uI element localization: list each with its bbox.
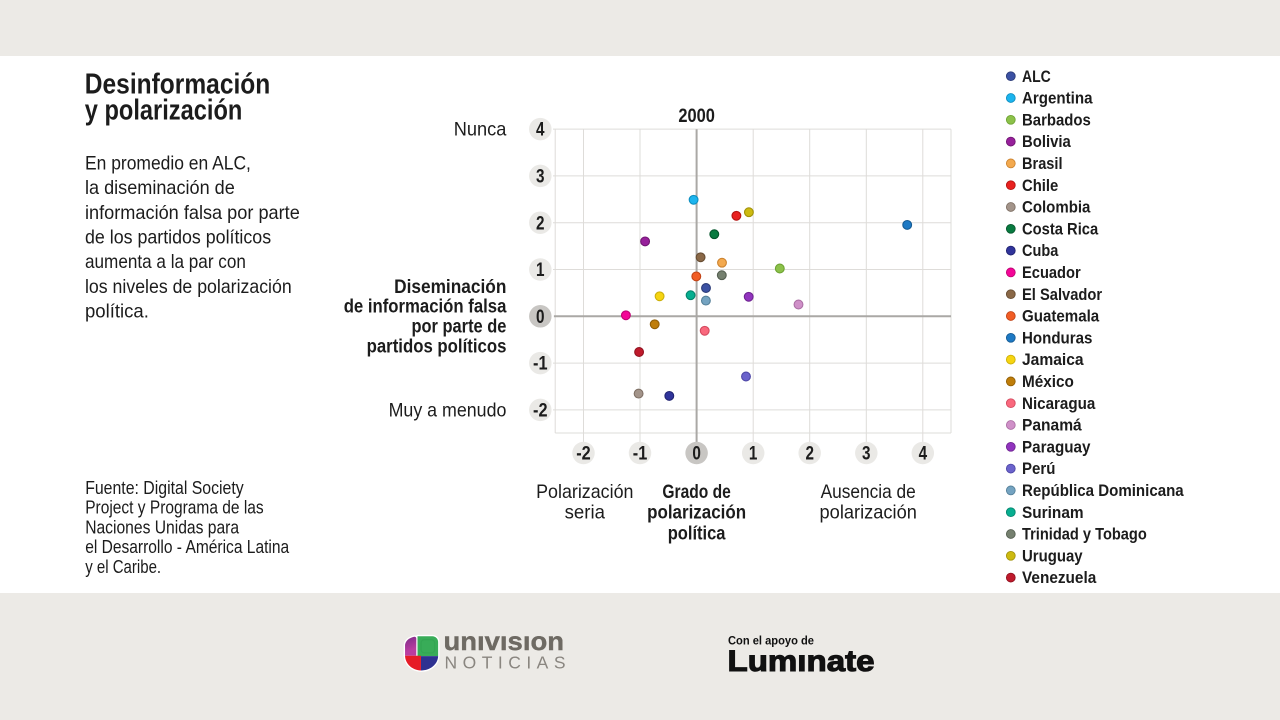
svg-text:Uruguay: Uruguay [1022, 547, 1083, 565]
svg-text:Polarización: Polarización [536, 481, 633, 503]
svg-text:2000: 2000 [678, 105, 715, 127]
svg-text:2: 2 [536, 213, 545, 234]
svg-text:unıvısıon: unıvısıon [444, 626, 565, 656]
svg-text:y el Caribe.: y el Caribe. [85, 557, 161, 577]
svg-text:Nicaragua: Nicaragua [1022, 395, 1096, 413]
svg-text:0: 0 [536, 307, 545, 328]
svg-text:-2: -2 [533, 401, 548, 422]
svg-text:Brasil: Brasil [1022, 155, 1063, 173]
svg-text:Ausencia de: Ausencia de [821, 481, 916, 503]
svg-text:2: 2 [805, 444, 814, 465]
svg-text:Honduras: Honduras [1022, 329, 1092, 347]
svg-text:Ecuador: Ecuador [1022, 264, 1081, 282]
svg-text:Grado de: Grado de [662, 481, 730, 503]
svg-text:México: México [1022, 373, 1074, 391]
svg-text:ALC: ALC [1022, 68, 1051, 86]
svg-text:la diseminación de: la diseminación de [85, 177, 235, 199]
svg-text:0: 0 [692, 444, 701, 465]
svg-text:Lumınate: Lumınate [728, 645, 875, 678]
svg-text:1: 1 [749, 444, 758, 465]
svg-text:Cuba: Cuba [1022, 242, 1059, 260]
svg-text:información falsa por parte: información falsa por parte [85, 202, 300, 224]
svg-text:-1: -1 [633, 444, 648, 465]
svg-text:3: 3 [536, 167, 545, 188]
svg-text:4: 4 [536, 120, 545, 141]
svg-text:Venezuela: Venezuela [1022, 569, 1097, 587]
svg-text:Naciones Unidas para: Naciones Unidas para [85, 517, 240, 537]
svg-text:los niveles de polarización: los niveles de polarización [85, 276, 292, 298]
svg-text:En promedio en ALC,: En promedio en ALC, [85, 153, 251, 175]
svg-text:Fuente: Digital Society: Fuente: Digital Society [85, 478, 244, 498]
svg-text:de los partidos políticos: de los partidos políticos [85, 226, 271, 248]
svg-text:Project y Programa de las: Project y Programa de las [85, 498, 264, 518]
svg-text:política.: política. [85, 300, 149, 322]
svg-text:Jamaica: Jamaica [1022, 351, 1084, 369]
svg-text:Muy a menudo: Muy a menudo [389, 399, 507, 421]
svg-text:4: 4 [919, 444, 928, 465]
svg-text:-2: -2 [576, 444, 591, 465]
svg-text:Trinidad y Tobago: Trinidad y Tobago [1022, 526, 1147, 544]
svg-text:de información falsa: de información falsa [344, 296, 508, 318]
svg-text:aumenta a la par con: aumenta a la par con [85, 251, 246, 273]
svg-text:Paraguay: Paraguay [1022, 438, 1090, 456]
svg-text:1: 1 [536, 260, 545, 281]
svg-text:seria: seria [565, 502, 605, 524]
svg-text:Perú: Perú [1022, 460, 1055, 478]
svg-text:Desinformación: Desinformación [85, 69, 270, 101]
svg-text:-1: -1 [533, 354, 548, 375]
svg-text:política: política [668, 522, 727, 544]
svg-text:Guatemala: Guatemala [1022, 308, 1100, 326]
svg-text:Nunca: Nunca [454, 119, 507, 141]
svg-text:Bolivia: Bolivia [1022, 133, 1072, 151]
svg-text:Surinam: Surinam [1022, 504, 1084, 522]
svg-text:Con el apoyo de: Con el apoyo de [728, 636, 814, 648]
svg-text:por parte de: por parte de [412, 316, 507, 338]
svg-text:Barbados: Barbados [1022, 111, 1091, 129]
svg-text:y polarización: y polarización [85, 95, 243, 127]
svg-text:Argentina: Argentina [1022, 90, 1093, 108]
svg-text:partidos políticos: partidos políticos [367, 335, 507, 357]
svg-text:el Desarrollo - América Latina: el Desarrollo - América Latina [85, 537, 290, 557]
svg-text:Costa Rica: Costa Rica [1022, 220, 1099, 238]
svg-text:Colombia: Colombia [1022, 199, 1091, 217]
svg-text:República Dominicana: República Dominicana [1022, 482, 1185, 500]
svg-text:El Salvador: El Salvador [1022, 286, 1103, 304]
svg-text:Chile: Chile [1022, 177, 1058, 195]
svg-text:Panamá: Panamá [1022, 417, 1083, 435]
svg-text:Diseminación: Diseminación [394, 276, 506, 298]
svg-text:polarización: polarización [647, 502, 746, 524]
svg-text:polarización: polarización [820, 502, 917, 524]
svg-text:3: 3 [862, 444, 871, 465]
